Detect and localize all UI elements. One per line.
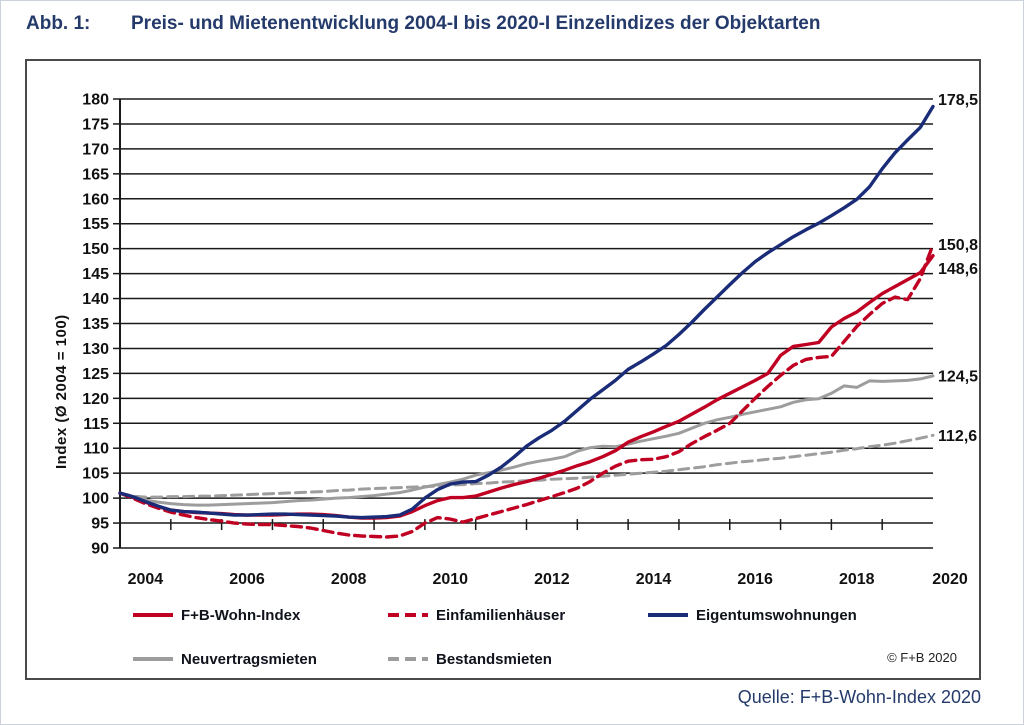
svg-text:2006: 2006 bbox=[229, 571, 265, 588]
legend-item-einfamilienhaeuser: Einfamilienhäuser bbox=[388, 605, 565, 625]
gridlines bbox=[113, 98, 933, 549]
svg-text:180: 180 bbox=[82, 92, 109, 109]
source-line: Quelle: F+B-Wohn-Index 2020 bbox=[737, 687, 981, 707]
svg-text:148,6: 148,6 bbox=[938, 261, 978, 278]
year-tick-marks bbox=[170, 519, 883, 531]
svg-text:150: 150 bbox=[82, 241, 109, 258]
svg-text:2004: 2004 bbox=[128, 571, 164, 588]
figure-title: Preis- und Mietenentwicklung 2004-I bis … bbox=[131, 13, 821, 34]
svg-text:165: 165 bbox=[82, 166, 109, 183]
legend-label: Bestandsmieten bbox=[436, 650, 552, 668]
figure-caption: Abb. 1: Preis- und Mietenentwicklung 200… bbox=[1, 13, 1023, 41]
svg-text:140: 140 bbox=[82, 291, 109, 308]
svg-text:2008: 2008 bbox=[331, 571, 367, 588]
x-axis-labels: 2004 2006 2008 2010 2012 2014 2016 2018 2020 bbox=[128, 571, 968, 588]
svg-text:115: 115 bbox=[83, 416, 109, 433]
series-line-f-b-wohn-index bbox=[118, 253, 935, 520]
legend-label: Einfamilienhäuser bbox=[436, 606, 566, 624]
legend-swatch-gray-dashed bbox=[388, 657, 428, 661]
svg-text:125: 125 bbox=[82, 366, 109, 383]
legend-item-neuvertragsmieten: Neuvertragsmieten bbox=[133, 649, 317, 669]
series-line-neuvertragsmieten bbox=[118, 374, 935, 507]
svg-text:124,5: 124,5 bbox=[938, 368, 978, 385]
end-value-labels: 148,6 150,8 178,5 124,5 112,6 bbox=[938, 92, 978, 445]
chart-frame: 90 95 100 105 110 115 120 125 130 135 140 145 150 155… bbox=[25, 59, 981, 680]
legend-label: F+B-Wohn-Index bbox=[181, 606, 301, 624]
svg-text:2016: 2016 bbox=[737, 571, 773, 588]
svg-text:178,5: 178,5 bbox=[938, 92, 978, 109]
legend-item-fb-wohn-index: F+B-Wohn-Index bbox=[133, 605, 300, 625]
svg-text:120: 120 bbox=[82, 391, 109, 408]
legend-item-bestandsmieten: Bestandsmieten bbox=[388, 649, 552, 669]
y-axis-title: Index (Ø 2004 = 100) bbox=[53, 314, 70, 469]
svg-text:170: 170 bbox=[82, 141, 109, 158]
legend-label: Neuvertragsmieten bbox=[181, 650, 317, 668]
svg-text:2012: 2012 bbox=[534, 571, 570, 588]
svg-text:105: 105 bbox=[82, 466, 109, 483]
svg-text:145: 145 bbox=[82, 266, 109, 283]
legend-swatch-blue-solid bbox=[648, 613, 688, 617]
legend-item-eigentumswohnungen: Eigentumswohnungen bbox=[648, 605, 857, 625]
svg-text:100: 100 bbox=[82, 491, 109, 508]
legend-swatch-red-solid bbox=[133, 613, 173, 617]
svg-text:110: 110 bbox=[83, 441, 109, 458]
chart-plot: 90 95 100 105 110 115 120 125 130 135 140 145 150 155… bbox=[82, 92, 978, 589]
svg-text:2014: 2014 bbox=[636, 571, 672, 588]
series-line-eigentumswohnungen bbox=[118, 104, 935, 520]
svg-text:2010: 2010 bbox=[432, 571, 468, 588]
svg-text:2018: 2018 bbox=[839, 571, 875, 588]
svg-text:160: 160 bbox=[82, 191, 109, 208]
y-axis-labels: 90 95 100 105 110 115 120 125 130 135 140 145 150 155… bbox=[82, 92, 109, 558]
svg-text:150,8: 150,8 bbox=[938, 237, 978, 254]
copyright-note: © F+B 2020 bbox=[887, 650, 957, 665]
legend-label: Eigentumswohnungen bbox=[696, 606, 857, 624]
legend-swatch-red-dashed bbox=[388, 613, 428, 617]
svg-text:95: 95 bbox=[91, 516, 109, 533]
series-line-einfamilienh-user bbox=[118, 242, 935, 539]
svg-text:2020: 2020 bbox=[932, 571, 968, 588]
svg-text:155: 155 bbox=[82, 216, 109, 233]
figure-number-label: Abb. 1: bbox=[26, 13, 91, 34]
svg-text:90: 90 bbox=[91, 541, 109, 558]
svg-text:175: 175 bbox=[82, 116, 109, 133]
svg-text:135: 135 bbox=[82, 316, 109, 333]
svg-text:130: 130 bbox=[82, 341, 109, 358]
svg-text:112,6: 112,6 bbox=[938, 428, 977, 445]
legend-swatch-gray-solid bbox=[133, 657, 173, 661]
